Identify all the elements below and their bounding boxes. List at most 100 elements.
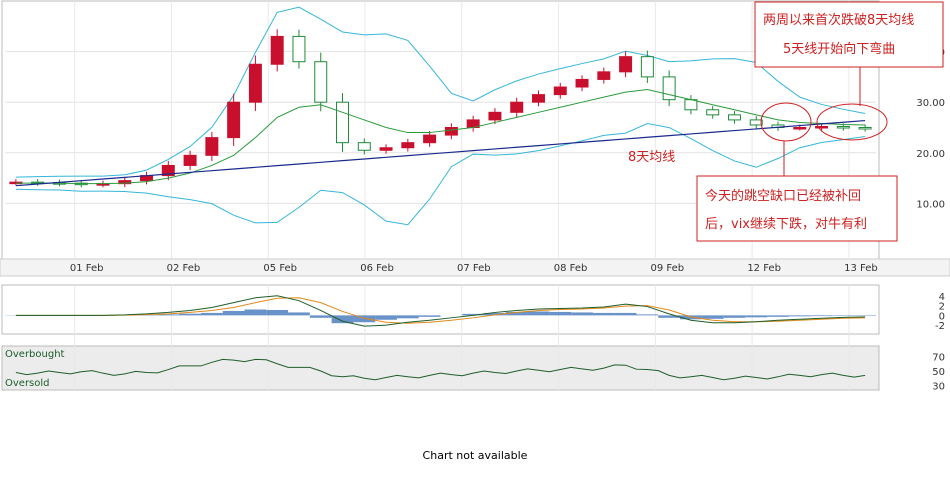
candle-body bbox=[336, 101, 350, 144]
macd-histogram-bar bbox=[614, 312, 637, 316]
macd-histogram-bar bbox=[396, 315, 419, 319]
macd-histogram-bar bbox=[288, 312, 310, 316]
candle-body bbox=[727, 114, 741, 121]
macd-histogram-bar bbox=[266, 309, 289, 316]
highlight-circle-large bbox=[816, 103, 888, 141]
rsi-oversold-zone bbox=[2, 368, 879, 390]
candle-body bbox=[858, 127, 872, 130]
date-tick-label: 09 Feb bbox=[651, 263, 685, 274]
rsi-tick-label: 70 bbox=[932, 353, 945, 364]
macd-indicator: 420-2 bbox=[5, 292, 945, 332]
macd-tick-label: 4 bbox=[939, 292, 945, 303]
ma8-label: 8天均线 bbox=[628, 150, 675, 165]
date-tick-label: 12 Feb bbox=[747, 263, 781, 274]
candlesticks bbox=[9, 29, 872, 188]
date-tick-label: 06 Feb bbox=[360, 263, 394, 274]
ma8-line bbox=[15, 89, 866, 185]
macd-histogram-bar bbox=[701, 315, 724, 319]
macd-histogram-bar bbox=[244, 309, 267, 316]
macd-tick-label: 2 bbox=[939, 302, 945, 313]
macd-histogram-bar bbox=[484, 312, 506, 316]
macd-histogram-bar bbox=[723, 315, 746, 318]
macd-histogram-bar bbox=[418, 315, 441, 317]
candle-body bbox=[488, 111, 502, 121]
candle-body bbox=[706, 109, 720, 116]
candle-body bbox=[161, 164, 175, 177]
macd-tick-label: -2 bbox=[935, 321, 945, 332]
macd-histogram-bar bbox=[636, 314, 659, 316]
macd-histogram-bar bbox=[810, 315, 833, 317]
rsi-tick-label: 50 bbox=[932, 367, 945, 378]
annotation-box-bottom bbox=[696, 175, 898, 242]
rsi-panel bbox=[1, 345, 880, 391]
price-tick-label: 10.00 bbox=[916, 199, 945, 210]
date-axis: 01 Feb 02 Feb 05 Feb 06 Feb 07 Feb 08 Feb 09 F… bbox=[70, 263, 878, 274]
candle-body bbox=[292, 35, 306, 63]
candle-body bbox=[553, 86, 567, 96]
macd-histogram-bar bbox=[505, 311, 528, 316]
bollinger-upper-line bbox=[15, 6, 866, 178]
candle-body bbox=[619, 56, 633, 73]
macd-histogram-bar bbox=[745, 315, 768, 318]
annotation-bottom-line1: 今天的跳空缺口已经被补回 bbox=[705, 188, 861, 204]
oversold-label: Oversold bbox=[5, 378, 50, 389]
bollinger-bands bbox=[15, 6, 866, 226]
rsi-overbought-zone bbox=[2, 346, 879, 368]
macd-histogram-bar bbox=[527, 311, 550, 316]
candle-body bbox=[118, 180, 132, 185]
candle-body bbox=[662, 76, 676, 101]
chart-unavailable-text: Chart not available bbox=[423, 449, 528, 462]
candle-body bbox=[575, 78, 589, 88]
macd-histogram-bar bbox=[200, 312, 223, 316]
macd-histogram-bar bbox=[462, 313, 485, 316]
macd-histogram-bar bbox=[309, 315, 332, 318]
macd-histogram-bar bbox=[179, 313, 201, 316]
annotation-bottom-line2: 后，vix继续下跌，对牛有利 bbox=[705, 216, 867, 232]
macd-signal-line bbox=[15, 297, 866, 324]
date-axis-band bbox=[0, 258, 950, 277]
candle-body bbox=[531, 94, 545, 103]
macd-histogram-bar bbox=[157, 314, 180, 316]
highlight-circle-small bbox=[760, 102, 812, 142]
macd-histogram-bar bbox=[549, 311, 572, 316]
candle-body bbox=[815, 125, 829, 129]
candle-body bbox=[205, 137, 219, 156]
candle-body bbox=[640, 56, 654, 78]
candle-body bbox=[423, 134, 437, 144]
date-tick-label: 02 Feb bbox=[167, 263, 201, 274]
macd-histogram-bar bbox=[571, 312, 593, 316]
candle-body bbox=[793, 127, 807, 130]
candle-body bbox=[684, 99, 698, 111]
macd-panel bbox=[1, 284, 880, 335]
candle-body bbox=[401, 142, 415, 149]
candle-body bbox=[510, 101, 524, 113]
candle-body bbox=[314, 61, 328, 103]
macd-line bbox=[15, 295, 866, 327]
candle-body bbox=[749, 119, 763, 126]
macd-histogram-bar bbox=[658, 315, 681, 318]
macd-histogram-bar bbox=[222, 310, 245, 316]
annotation-top-line1: 两周以来首次跌破8天均线 bbox=[763, 12, 914, 28]
rsi-indicator: 70 50 30 bbox=[15, 353, 945, 393]
date-tick-label: 13 Feb bbox=[844, 263, 878, 274]
macd-histogram-bar bbox=[375, 315, 397, 320]
date-tick-label: 07 Feb bbox=[457, 263, 491, 274]
candle-body bbox=[248, 63, 262, 103]
candle-body bbox=[597, 71, 611, 80]
price-tick-label: 30.00 bbox=[916, 98, 945, 109]
candle-body bbox=[357, 142, 371, 151]
rsi-line bbox=[15, 358, 866, 381]
price-tick-label: 20.00 bbox=[916, 149, 945, 160]
candle-body bbox=[444, 127, 458, 136]
overbought-label: Overbought bbox=[5, 349, 65, 360]
macd-histogram-bar bbox=[592, 312, 615, 316]
candle-body bbox=[836, 125, 850, 129]
candle-body bbox=[379, 147, 393, 151]
macd-histogram-bar bbox=[788, 315, 811, 317]
annotation-top-line2: 5天线开始向下弯曲 bbox=[783, 41, 895, 57]
date-tick-label: 08 Feb bbox=[554, 263, 588, 274]
annotation-box-top bbox=[754, 1, 944, 68]
ma-long-line bbox=[15, 119, 866, 187]
rsi-tick-label: 30 bbox=[932, 382, 945, 393]
